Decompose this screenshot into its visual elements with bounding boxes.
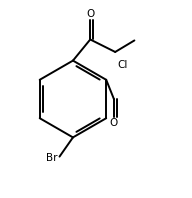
Text: Br: Br	[46, 153, 58, 163]
Text: O: O	[86, 9, 94, 19]
Text: Cl: Cl	[117, 60, 127, 70]
Text: O: O	[110, 118, 118, 128]
